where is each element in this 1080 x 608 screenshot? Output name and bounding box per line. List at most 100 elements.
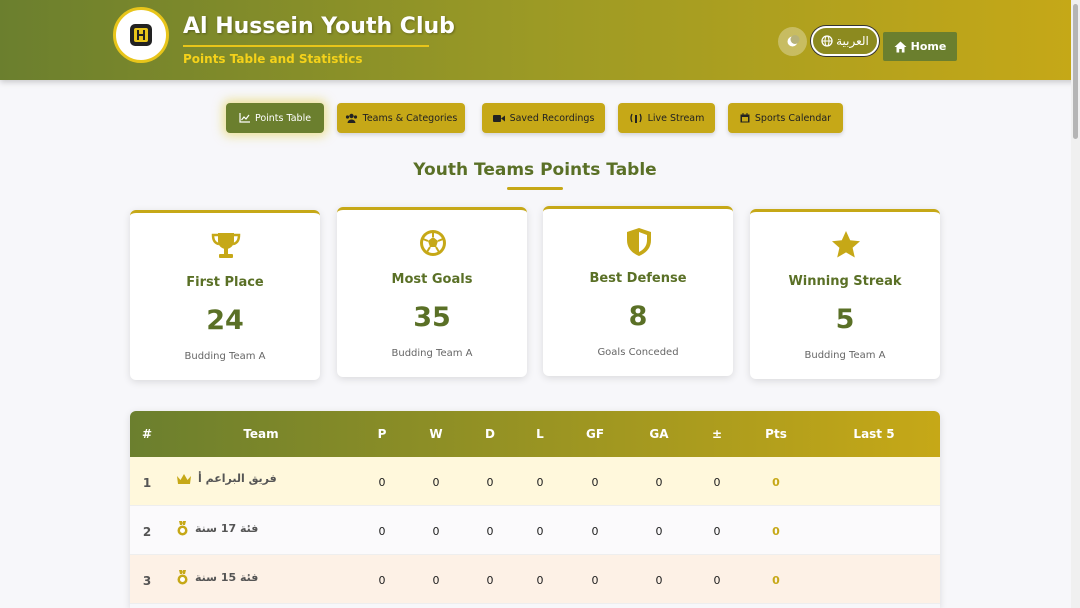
rank: 3 — [142, 574, 152, 588]
calendar-icon — [740, 113, 750, 123]
stat-cell: 0 — [378, 574, 386, 587]
nav-label: Live Stream — [647, 112, 705, 124]
column-header: ± — [711, 427, 723, 441]
stat-label: Most Goals — [391, 272, 473, 287]
theme-toggle[interactable] — [778, 27, 807, 56]
stat-detail: Budding Team A — [391, 348, 473, 359]
trophy-icon — [211, 233, 241, 258]
nav-label: Points Table — [254, 112, 312, 124]
scrollbar — [1071, 0, 1080, 608]
stat-cell: 0 — [591, 574, 599, 587]
ball-icon — [420, 230, 446, 256]
column-header: # — [141, 427, 153, 441]
scrollbar-thumb[interactable] — [1073, 4, 1078, 139]
stat-cell: 0 — [591, 476, 599, 489]
stat-label: Winning Streak — [788, 274, 902, 289]
table-row: 3 فئة 15 سنة 0 0 0 0 0 0 0 0 — [130, 555, 940, 604]
team-name: فريق البراعم أ — [198, 472, 277, 485]
shield-icon — [627, 228, 651, 256]
language-button[interactable]: العربية — [811, 26, 879, 56]
stat-cell: 0 — [536, 476, 544, 489]
stat-detail: Budding Team A — [804, 350, 886, 361]
column-header: GF — [585, 427, 605, 441]
stream-icon — [629, 113, 642, 123]
medal-icon — [177, 570, 188, 585]
stat-cell: 0 — [772, 476, 780, 489]
stat-cell: 0 — [536, 574, 544, 587]
site-title: Al Hussein Youth Club — [183, 14, 455, 39]
stat-cell: 0 — [536, 525, 544, 538]
team-cell: فئة 15 سنة — [176, 570, 258, 585]
team-name: فئة 15 سنة — [195, 571, 259, 584]
table-header: # Team P W D L GF GA ± Pts Last 5 — [130, 411, 940, 457]
column-header: D — [485, 427, 495, 441]
nav-button[interactable]: Saved Recordings — [482, 103, 605, 133]
home-label: Home — [910, 40, 947, 53]
team-cell: فئة 17 سنة — [176, 521, 258, 536]
title-underline — [183, 45, 429, 47]
crown-icon — [177, 473, 191, 484]
stat-cell: 0 — [378, 525, 386, 538]
stat-cell: 0 — [486, 525, 494, 538]
stat-cell: 0 — [432, 476, 440, 489]
nav-button[interactable]: Points Table — [226, 103, 324, 133]
stat-label: Best Defense — [589, 271, 687, 286]
table-row: 1 فريق البراعم أ 0 0 0 0 0 0 0 0 — [130, 457, 940, 506]
nav-label: Sports Calendar — [754, 112, 832, 124]
stat-cell: 0 — [713, 525, 721, 538]
stat-cell: 0 — [591, 525, 599, 538]
medal-icon — [177, 521, 188, 536]
stat-cell: 0 — [655, 525, 663, 538]
moon-icon — [787, 35, 800, 47]
users-icon — [345, 113, 357, 123]
team-name: فئة 17 سنة — [195, 522, 259, 535]
home-icon — [894, 41, 907, 52]
stat-cell: 0 — [432, 574, 440, 587]
column-header: P — [377, 427, 387, 441]
star-icon — [832, 231, 860, 258]
column-header: Team — [243, 427, 279, 441]
table-row: 2 فئة 17 سنة 0 0 0 0 0 0 0 0 — [130, 506, 940, 555]
section-title: Youth Teams Points Table — [413, 160, 657, 180]
video-icon — [492, 114, 505, 122]
stat-detail: Goals Conceded — [597, 347, 679, 358]
stat-card: Most Goals 35 Budding Team A — [337, 207, 527, 377]
chart-icon — [239, 113, 250, 123]
nav-label: Teams & Categories — [362, 112, 458, 124]
stat-label: First Place — [186, 275, 264, 290]
stat-card: First Place 24 Budding Team A — [130, 210, 320, 380]
stat-value: 35 — [413, 302, 451, 333]
rank: 2 — [142, 525, 152, 539]
globe-icon — [821, 35, 833, 47]
stat-cell: 0 — [655, 574, 663, 587]
stat-card: Winning Streak 5 Budding Team A — [750, 209, 940, 379]
stat-cell: 0 — [486, 574, 494, 587]
rank: 1 — [142, 476, 152, 490]
stat-cell: 0 — [655, 476, 663, 489]
home-button[interactable]: Home — [883, 32, 957, 61]
stat-value: 5 — [835, 304, 855, 335]
points-table: # Team P W D L GF GA ± Pts Last 5 1 فريق البراعم أ 0… — [130, 411, 940, 608]
language-label: العربية — [836, 34, 869, 48]
stat-cell: 0 — [713, 476, 721, 489]
column-header: Last 5 — [853, 427, 895, 441]
site-subtitle: Points Table and Statistics — [183, 52, 363, 66]
stat-card: Best Defense 8 Goals Conceded — [543, 206, 733, 376]
stat-cell: 0 — [486, 476, 494, 489]
section-underline — [507, 187, 563, 190]
column-header: L — [536, 427, 544, 441]
nav-button[interactable]: Teams & Categories — [337, 103, 465, 133]
column-header: GA — [649, 427, 669, 441]
stat-cell: 0 — [378, 476, 386, 489]
nav-button[interactable]: Sports Calendar — [728, 103, 843, 133]
nav-button[interactable]: Live Stream — [618, 103, 715, 133]
logo[interactable] — [113, 7, 169, 63]
column-header: W — [429, 427, 443, 441]
stat-value: 24 — [206, 305, 244, 336]
team-cell: فريق البراعم أ — [176, 472, 277, 485]
column-header: Pts — [765, 427, 787, 441]
stat-cell: 0 — [432, 525, 440, 538]
stat-value: 8 — [628, 301, 648, 332]
nav-label: Saved Recordings — [509, 112, 595, 124]
